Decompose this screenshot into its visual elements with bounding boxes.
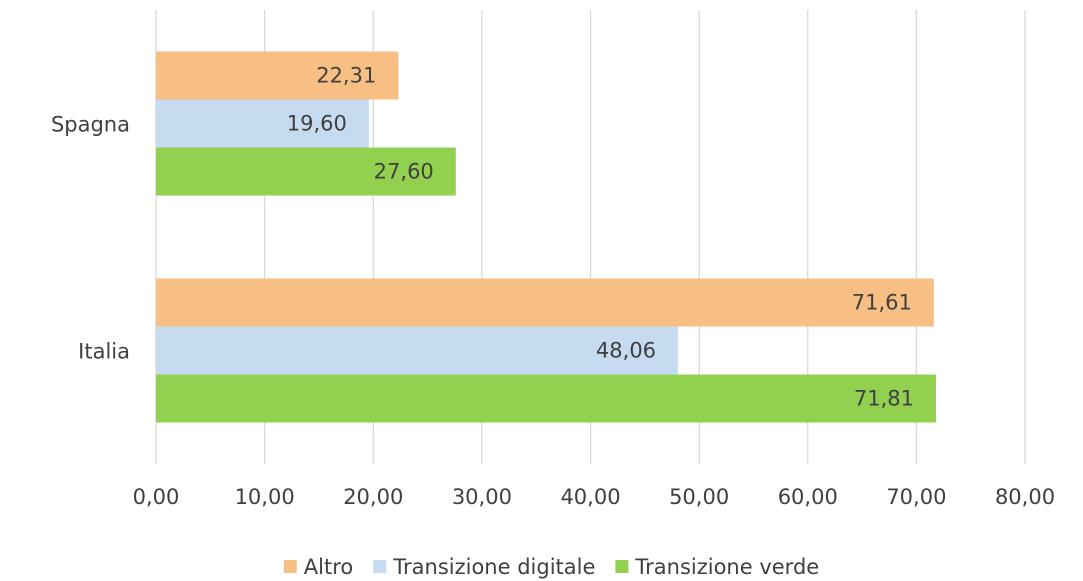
bar <box>156 51 399 100</box>
x-tick-label: 70,00 <box>886 485 946 509</box>
legend-label: Altro <box>304 555 353 579</box>
data-label: 27,60 <box>374 160 434 184</box>
y-tick-label: Italia <box>78 340 130 364</box>
bar <box>156 147 456 196</box>
data-label: 19,60 <box>287 112 347 136</box>
x-tick-label: 30,00 <box>452 485 512 509</box>
x-tick-label: 40,00 <box>560 485 620 509</box>
legend-label: Transizione digitale <box>392 555 595 579</box>
x-tick-label: 60,00 <box>778 485 838 509</box>
bar <box>156 326 679 375</box>
x-tick-label: 10,00 <box>235 485 295 509</box>
data-label: 71,81 <box>854 387 914 411</box>
x-tick-label: 80,00 <box>995 485 1055 509</box>
legend-label: Transizione verde <box>634 555 819 579</box>
x-tick-label: 20,00 <box>343 485 403 509</box>
legend-swatch <box>373 560 387 573</box>
data-label: 22,31 <box>316 64 376 88</box>
bar <box>156 374 937 423</box>
legend-swatch <box>615 560 629 573</box>
legend-swatch <box>283 560 297 573</box>
x-tick-label: 0,00 <box>133 485 180 509</box>
data-label: 71,61 <box>852 291 912 315</box>
data-label: 48,06 <box>596 339 656 363</box>
bar <box>156 278 934 327</box>
bar <box>156 99 369 148</box>
y-tick-label: Spagna <box>51 113 130 137</box>
x-tick-label: 50,00 <box>669 485 729 509</box>
